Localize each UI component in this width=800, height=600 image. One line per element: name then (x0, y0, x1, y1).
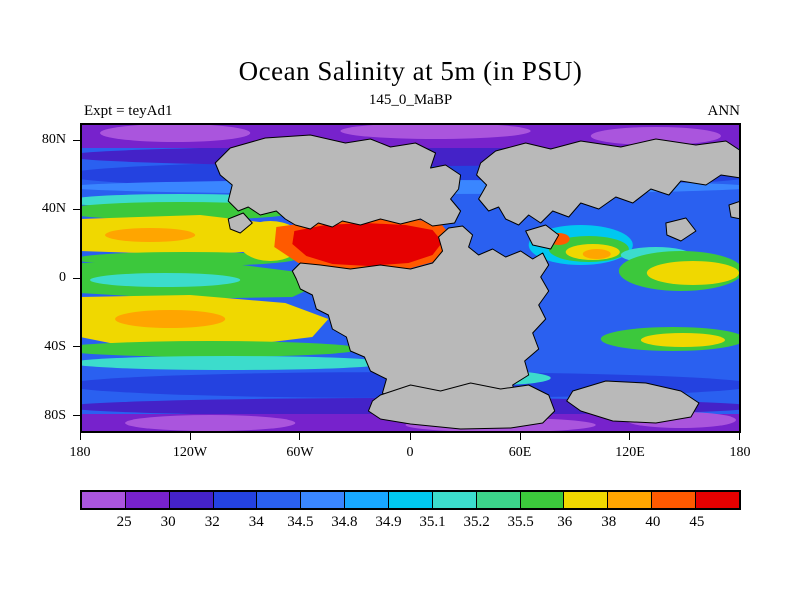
y-tick-label: 40S (44, 338, 66, 354)
y-tick-mark (73, 208, 80, 210)
ocean-patch (115, 310, 226, 328)
y-tick-mark (73, 346, 80, 348)
y-tick-label: 0 (59, 270, 66, 285)
page-title: Ocean Salinity at 5m (in PSU) (238, 56, 583, 86)
colorbar-cell (651, 492, 696, 508)
x-tick-mark (739, 433, 740, 440)
y-tick-mark (73, 139, 80, 141)
y-axis: 80N 40N 0 40S 80S (0, 123, 80, 433)
x-tick-label: 60E (508, 445, 532, 460)
ocean-patch (340, 123, 531, 139)
ocean-patch (80, 341, 361, 357)
colorbar-label: 45 (689, 514, 705, 530)
colorbar-cell (388, 492, 432, 508)
subtitle: 145_0_MaBP (368, 92, 453, 108)
ocean-patch (646, 261, 739, 285)
landmass (227, 212, 253, 234)
colorbar-label: 36 (557, 514, 573, 530)
colorbar-cell (607, 492, 652, 508)
colorbar-labels: 25 30 32 34 34.5 34.8 34.9 35.1 35.2 35.5 36 38 40 45 (80, 514, 741, 534)
ocean-patch (640, 333, 725, 347)
ocean-patch (292, 223, 443, 266)
x-tick-mark (299, 433, 301, 440)
map-plot (80, 123, 741, 433)
colorbar-label: 34.5 (287, 514, 314, 530)
ocean-patch (100, 124, 251, 142)
x-tick-mark (519, 433, 521, 440)
colorbar-cell (124, 492, 169, 508)
colorbar-cell (82, 492, 125, 508)
ocean-patch (105, 228, 196, 242)
landmass (566, 380, 700, 424)
colorbar-cell (212, 492, 257, 508)
colorbar-label: 34.8 (331, 514, 358, 530)
colorbar-cell (431, 492, 476, 508)
colorbar-label: 40 (645, 514, 661, 530)
x-axis: 180 120W 60W 0 60E 120E 180 (70, 433, 751, 473)
ocean-patch (125, 415, 296, 431)
colorbar-label: 38 (601, 514, 617, 530)
x-tick-mark (80, 433, 81, 440)
ocean-patch (590, 127, 721, 145)
map-svg (80, 123, 741, 433)
y-tick-label: 80S (44, 407, 66, 423)
x-tick-label: 180 (69, 445, 91, 460)
y-tick-label: 40N (41, 201, 66, 217)
experiment-label: Expt = teyAd1 (84, 103, 173, 119)
colorbar-cell (695, 492, 739, 508)
colorbar-cell (300, 492, 345, 508)
map-frame (80, 123, 741, 433)
y-tick-mark (73, 415, 80, 417)
colorbar-cell (475, 492, 520, 508)
landmass (476, 138, 741, 226)
colorbar-cell (256, 492, 301, 508)
colorbar-cell (563, 492, 608, 508)
ocean-patch (582, 249, 611, 259)
x-tick-mark (409, 433, 411, 440)
colorbar-label: 34.9 (375, 514, 402, 530)
colorbar-cell (344, 492, 389, 508)
season-label: ANN (707, 103, 741, 119)
x-tick-label: 120E (615, 445, 645, 460)
landmass (367, 382, 556, 430)
x-tick-label: 120W (172, 445, 208, 460)
ocean-patch (90, 273, 241, 287)
y-tick-label: 80N (41, 132, 66, 148)
colorbar-label: 35.5 (507, 514, 534, 530)
colorbar-cell (519, 492, 564, 508)
landmass (728, 200, 741, 220)
x-tick-mark (189, 433, 191, 440)
colorbar-label: 34 (248, 514, 264, 530)
landmass (291, 225, 550, 412)
landmass (214, 134, 462, 230)
colorbar-label: 35.1 (419, 514, 446, 530)
landmass (525, 224, 560, 250)
x-tick-label: 0 (406, 445, 414, 460)
ocean-patch (80, 356, 391, 370)
landmass (665, 217, 697, 242)
colorbar-label: 30 (160, 514, 176, 530)
colorbar-label: 25 (116, 514, 132, 530)
y-tick-mark (73, 277, 80, 279)
x-tick-mark (629, 433, 631, 440)
colorbar (80, 490, 741, 510)
colorbar-label: 35.2 (463, 514, 490, 530)
colorbar-cell (168, 492, 213, 508)
x-tick-label: 60W (286, 445, 314, 460)
x-tick-label: 180 (729, 445, 751, 460)
colorbar-label: 32 (204, 514, 220, 530)
